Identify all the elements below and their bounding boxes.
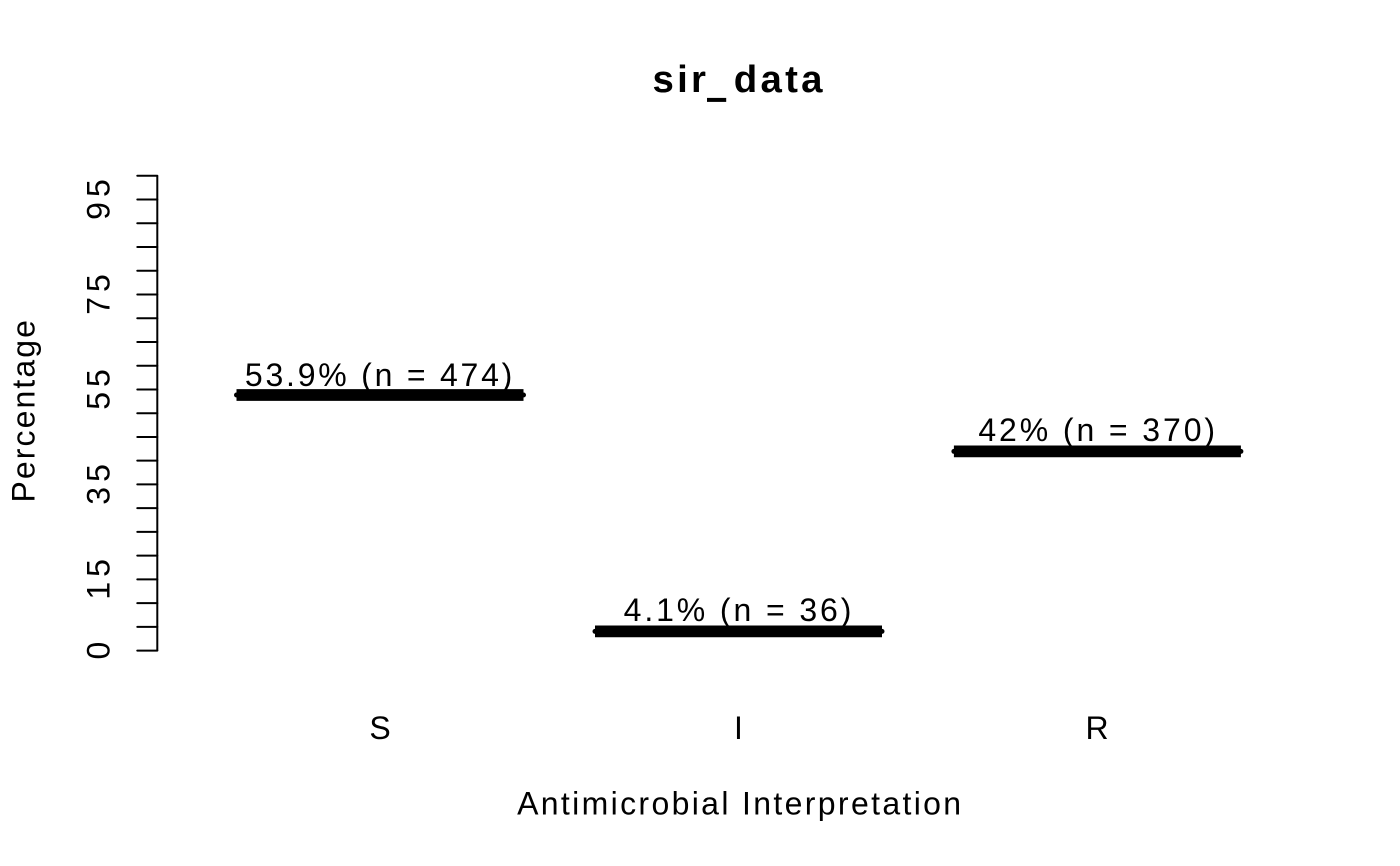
svg-text:S: S <box>369 710 390 746</box>
svg-text:4.1% (n = 36): 4.1% (n = 36) <box>624 592 852 628</box>
svg-text:sir_data: sir_data <box>653 58 824 101</box>
svg-text:42% (n = 370): 42% (n = 370) <box>978 412 1215 448</box>
svg-text:53.9% (n = 474): 53.9% (n = 474) <box>245 357 512 393</box>
svg-text:I: I <box>734 710 743 746</box>
svg-text:Antimicrobial Interpretation: Antimicrobial Interpretation <box>517 786 961 822</box>
svg-text:Percentage: Percentage <box>6 320 42 503</box>
svg-text:0: 0 <box>81 642 117 660</box>
svg-text:R: R <box>1085 710 1108 746</box>
